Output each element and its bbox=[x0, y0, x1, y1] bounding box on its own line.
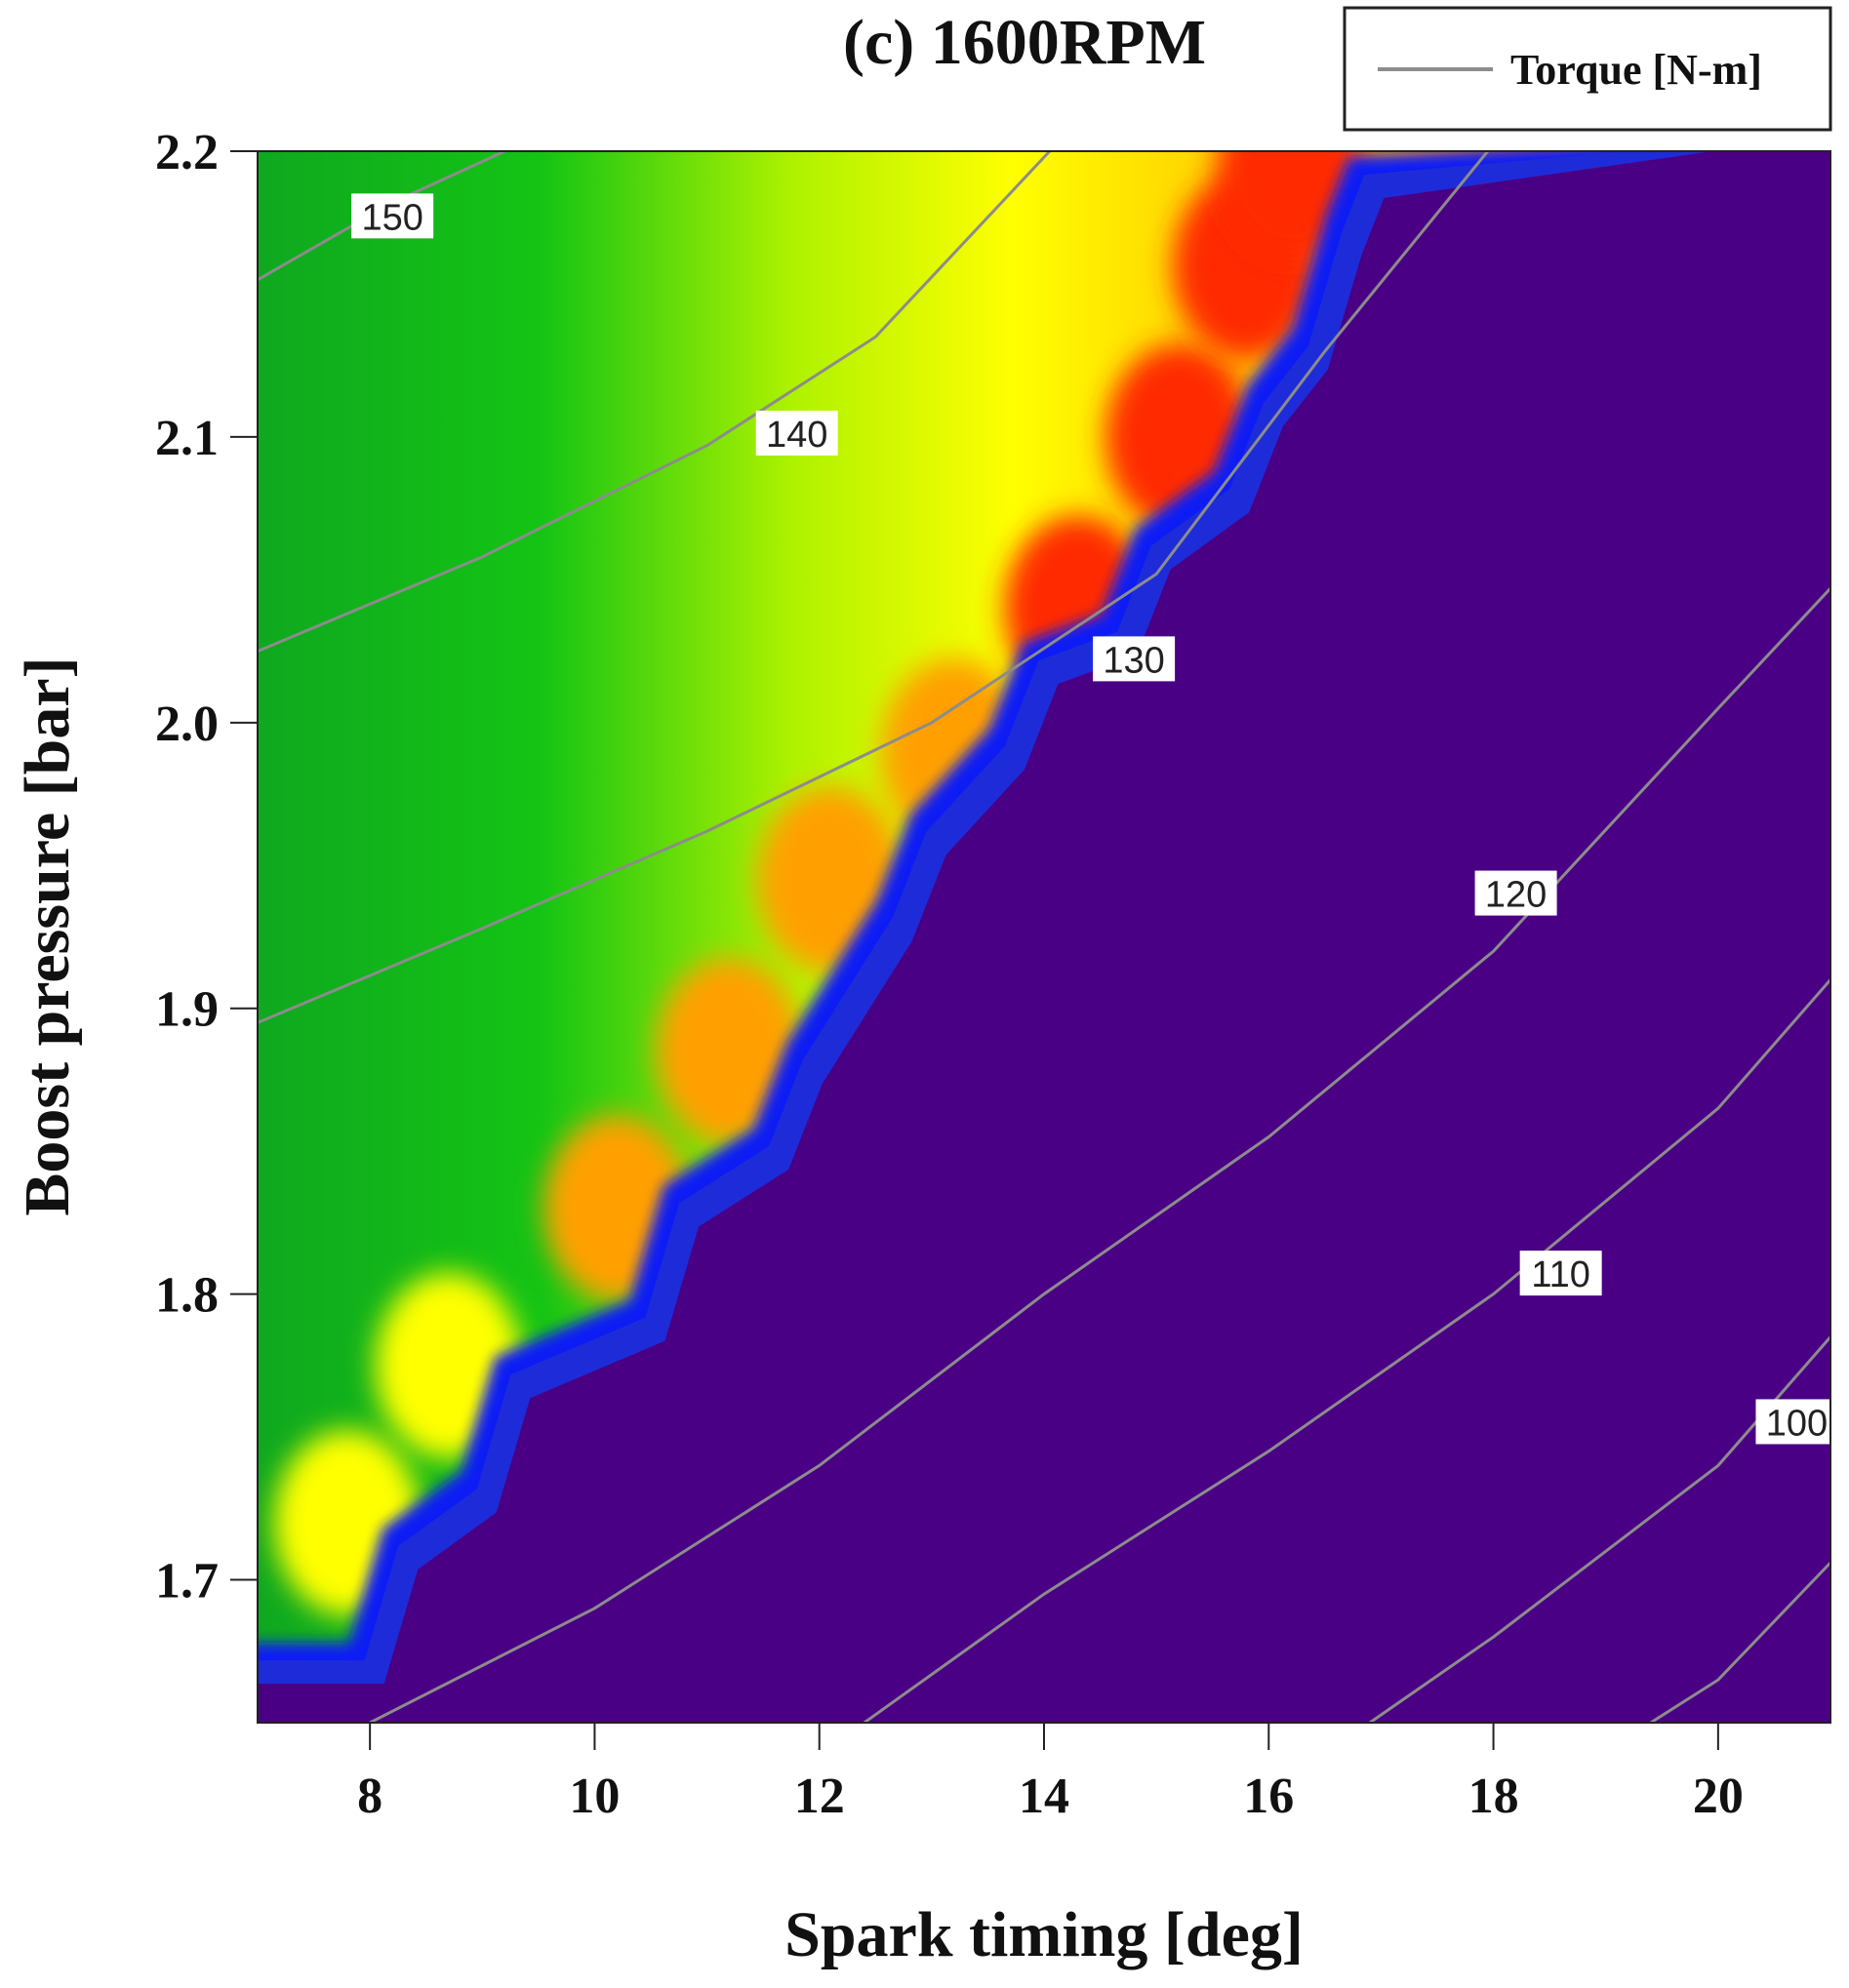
x-tick-label-20: 20 bbox=[1693, 1769, 1744, 1824]
x-axis-label: Spark timing [deg] bbox=[784, 1899, 1304, 1970]
hot-spots bbox=[274, 151, 1365, 1615]
contour-label-box-100 bbox=[1755, 1399, 1830, 1445]
y-axis-label: Boost pressure [bar] bbox=[12, 656, 83, 1215]
torque-contours: 150 140 130 120 110 100 90 bbox=[258, 151, 1849, 1723]
x-tick-label-18: 18 bbox=[1468, 1769, 1519, 1824]
y-axis: 1.7 1.8 1.9 2.0 2.1 2.2 bbox=[155, 125, 258, 1610]
plot-area: 150 140 130 120 110 100 90 bbox=[258, 151, 1849, 1723]
contour-label-150: 150 bbox=[361, 197, 422, 238]
x-tick-label-16: 16 bbox=[1243, 1769, 1294, 1824]
contour-label-120: 120 bbox=[1485, 875, 1547, 916]
y-tick-label-2: 2.0 bbox=[155, 696, 219, 752]
y-tick-label-2.2: 2.2 bbox=[155, 125, 219, 180]
contour-label-box-110 bbox=[1519, 1251, 1602, 1296]
contour-line-120 bbox=[369, 587, 1830, 1723]
x-axis: 8 10 12 14 16 18 20 bbox=[357, 1723, 1744, 1824]
x-tick-label-8: 8 bbox=[357, 1769, 382, 1824]
x-tick-label-12: 12 bbox=[794, 1769, 845, 1824]
contour-label-130: 130 bbox=[1103, 640, 1164, 681]
contour-140: 140 bbox=[258, 151, 1051, 653]
x-tick-label-10: 10 bbox=[569, 1769, 620, 1824]
legend-label: Torque [N-m] bbox=[1510, 46, 1762, 94]
contour-line-110 bbox=[863, 978, 1830, 1723]
contour-line-130 bbox=[258, 151, 1489, 1024]
contour-line-140 bbox=[258, 151, 1051, 653]
contour-label-box-140 bbox=[755, 410, 838, 456]
contour-150: 150 bbox=[258, 151, 505, 282]
purple-region bbox=[258, 151, 1830, 1723]
y-tick-label-1.8: 1.8 bbox=[155, 1268, 219, 1324]
contour-label-box-130 bbox=[1093, 636, 1176, 682]
contour-110: 110 bbox=[863, 978, 1830, 1723]
contour-line-90 bbox=[1649, 1561, 1830, 1723]
contour-120: 120 bbox=[369, 587, 1830, 1723]
chart-title: (c) 1600RPM bbox=[843, 7, 1206, 78]
contour-label-box-150 bbox=[351, 193, 434, 239]
y-tick-label-1.9: 1.9 bbox=[155, 982, 219, 1038]
y-tick-label-1.7: 1.7 bbox=[155, 1554, 219, 1610]
contour-90: 90 bbox=[1649, 1561, 1849, 1723]
contour-label-box-90 bbox=[1845, 1613, 1849, 1658]
contour-label-140: 140 bbox=[766, 415, 827, 456]
contour-label-110: 110 bbox=[1531, 1254, 1590, 1295]
contour-100: 100 bbox=[1369, 1335, 1830, 1723]
contour-label-box-120 bbox=[1474, 870, 1557, 916]
legend: Torque [N-m] bbox=[1343, 6, 1832, 132]
x-tick-label-14: 14 bbox=[1019, 1769, 1069, 1824]
contour-label-100: 100 bbox=[1766, 1403, 1828, 1444]
y-tick-label-2.1: 2.1 bbox=[155, 411, 219, 466]
contour-130: 130 bbox=[258, 151, 1489, 1024]
